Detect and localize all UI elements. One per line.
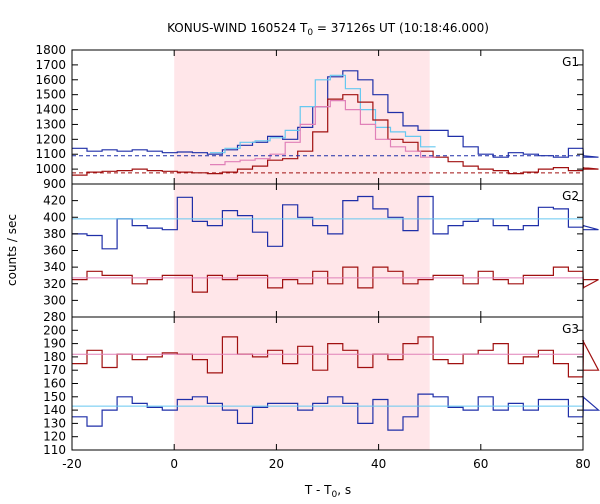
series-blue-step xyxy=(72,195,599,250)
x-axis-label: T - T0, s xyxy=(304,483,351,500)
y-tick-label: 380 xyxy=(43,227,66,241)
y-tick-label: 180 xyxy=(43,350,66,364)
highlight-region xyxy=(174,184,430,317)
x-axis-label-subscript: 0 xyxy=(332,490,338,500)
x-axis-label-rest: , s xyxy=(337,483,351,497)
x-tick-label: -20 xyxy=(62,457,82,471)
panel-label: G1 xyxy=(562,55,579,69)
y-axis-label: counts / sec xyxy=(5,214,19,286)
chart-title: KONUS-WIND 160524 T0 = 37126s UT (10:18:… xyxy=(167,21,489,38)
y-tick-label: 200 xyxy=(43,323,66,337)
series-blue-step xyxy=(72,70,599,158)
series-blue-step xyxy=(72,393,600,431)
series-light-blue-step xyxy=(210,74,436,154)
y-tick-label: 1200 xyxy=(35,132,66,146)
chart-title-rest: = 37126s UT (10:18:46.000) xyxy=(313,21,489,35)
y-tick-label: 420 xyxy=(43,194,66,208)
y-tick-label: 320 xyxy=(43,277,66,291)
x-tick-label: 0 xyxy=(170,457,178,471)
x-tick-label: 40 xyxy=(371,457,386,471)
series-red-step xyxy=(72,336,600,378)
y-tick-label: 280 xyxy=(43,310,66,324)
series-pink-step xyxy=(210,100,436,166)
y-tick-label: 1300 xyxy=(35,117,66,131)
y-tick-label: 160 xyxy=(43,377,66,391)
y-tick-label: 900 xyxy=(43,177,66,191)
x-tick-label: 20 xyxy=(269,457,284,471)
panel-label: G3 xyxy=(562,322,579,336)
y-tick-label: 1600 xyxy=(35,73,66,87)
y-tick-label: 110 xyxy=(43,443,66,457)
highlight-region xyxy=(174,50,430,184)
panel-label: G2 xyxy=(562,189,579,203)
x-axis-label-main: T - T xyxy=(304,483,332,497)
y-tick-label: 1700 xyxy=(35,58,66,72)
y-tick-label: 170 xyxy=(43,363,66,377)
y-tick-label: 360 xyxy=(43,244,66,258)
y-tick-label: 1100 xyxy=(35,147,66,161)
y-tick-label: 1400 xyxy=(35,103,66,117)
y-tick-label: 400 xyxy=(43,210,66,224)
y-tick-label: 1000 xyxy=(35,162,66,176)
chart-title-subscript: 0 xyxy=(307,28,313,38)
y-tick-label: 150 xyxy=(43,390,66,404)
highlight-region xyxy=(174,317,430,450)
y-tick-label: 130 xyxy=(43,416,66,430)
y-tick-label: 190 xyxy=(43,337,66,351)
panels-layer: 900100011001200130014001500160017001800G… xyxy=(35,43,600,471)
chart-title-main: KONUS-WIND 160524 T xyxy=(167,21,308,35)
series-red-step xyxy=(72,94,599,176)
y-tick-label: 140 xyxy=(43,403,66,417)
y-tick-label: 120 xyxy=(43,430,66,444)
series-red-step xyxy=(72,266,599,293)
y-tick-label: 340 xyxy=(43,260,66,274)
x-tick-label: 80 xyxy=(575,457,590,471)
y-tick-label: 300 xyxy=(43,293,66,307)
x-tick-label: 60 xyxy=(473,457,488,471)
y-tick-label: 1800 xyxy=(35,43,66,57)
panel-g2: 280 300 320 340 360 380 400 420 G2 xyxy=(43,183,599,324)
y-tick-label: 1500 xyxy=(35,88,66,102)
